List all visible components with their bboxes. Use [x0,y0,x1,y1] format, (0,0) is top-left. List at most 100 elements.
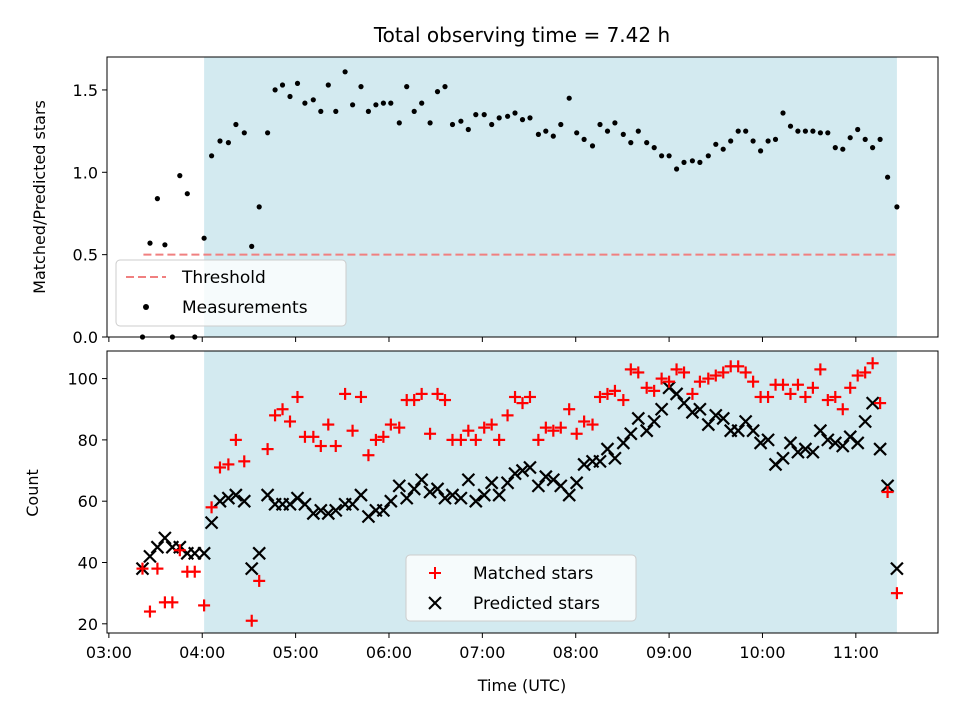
predicted-point-40 [445,488,460,502]
measurement-point-89 [825,130,831,136]
predicted-point-12 [229,488,243,502]
top-panel-frame [106,56,939,338]
matched-point-36 [415,387,428,400]
predicted-point-78 [738,414,753,429]
predicted-point-65 [639,423,654,438]
measurement-point-75 [720,146,726,152]
x-tick-label-7: 10:00 [739,643,785,662]
matched-point-52 [539,421,552,434]
predicted-point-57 [577,457,591,472]
predicted-point-81 [761,433,775,447]
predicted-point-97 [880,479,895,493]
predicted-point-42 [461,472,476,487]
x-tick-label-3: 06:00 [366,643,412,662]
bottom-y-axis-label: Count [23,469,42,517]
predicted-point-31 [376,503,391,518]
predicted-point-77 [731,423,745,438]
matched-point-7 [188,565,201,578]
x-tick-label-4: 07:00 [459,643,505,662]
x-tick-label-8: 11:00 [833,643,879,662]
matched-point-37 [424,427,437,440]
measurement-point-45 [489,121,495,128]
measurement-point-24 [325,82,331,88]
predicted-point-98 [890,561,904,576]
predicted-point-39 [438,491,452,505]
top-marks [139,69,900,340]
predicted-point-85 [791,445,805,459]
predicted-point-71 [685,405,700,420]
measurement-point-88 [817,130,824,136]
top-y-ticks: 0.0 0.5 1.0 1.5 [73,81,107,347]
matched-point-17 [269,409,282,422]
measurement-point-95 [870,145,876,151]
matched-point-23 [314,440,327,453]
measurement-point-18 [279,82,286,88]
measurement-point-9 [209,153,215,159]
predicted-point-74 [708,408,723,423]
matched-point-51 [532,433,545,446]
measurement-point-83 [780,110,786,116]
measurements-legend-marker-icon [143,304,149,310]
predicted-point-23 [314,503,328,518]
matched-point-55 [563,403,576,416]
predicted-point-36 [414,472,429,487]
matched-point-74 [709,369,722,382]
measurement-point-41 [458,118,464,124]
threshold-legend-label: Threshold [181,268,266,288]
measurement-point-52 [543,128,549,134]
predicted-legend-cross-icon [428,596,442,610]
matched-point-64 [632,366,645,379]
measurement-point-92 [847,135,853,141]
measurement-point-44 [481,112,487,118]
matched-point-54 [554,421,567,434]
predicted-point-49 [515,463,530,478]
predicted-point-91 [835,439,850,453]
predicted-point-56 [569,476,584,490]
matched-point-39 [439,394,452,407]
measurement-point-80 [758,148,764,154]
measurement-point-57 [581,136,587,142]
measurement-point-40 [449,121,456,128]
predicted-point-35 [407,482,421,496]
matched-point-75 [717,366,730,379]
predicted-point-48 [508,466,522,481]
measurement-point-17 [272,87,278,93]
matched-point-79 [747,375,760,388]
matched-point-0 [136,562,149,575]
measurement-point-3 [162,242,168,248]
measurement-point-1 [147,240,153,246]
predicted-point-32 [384,494,398,508]
top-legend-box [115,259,347,327]
matched-point-98 [890,587,903,600]
measurement-point-2 [154,196,160,202]
measurement-point-67 [659,153,665,159]
matched-point-20 [291,390,304,403]
measurement-point-70 [681,159,687,165]
matched-point-73 [702,372,715,385]
matched-point-2 [151,562,164,575]
predicted-point-62 [616,436,631,450]
predicted-point-43 [469,494,483,508]
measurement-point-43 [473,112,479,118]
matched-point-72 [693,375,706,388]
matched-point-89 [821,394,834,407]
measurement-point-82 [772,136,779,142]
matched-point-25 [329,440,342,453]
predicted-point-33 [392,479,407,493]
matched-point-18 [276,403,289,416]
measurement-point-37 [427,120,433,126]
predicted-point-69 [669,387,684,401]
matched-point-13 [238,455,251,468]
matched-point-32 [384,418,397,431]
matched-point-67 [655,372,668,385]
predicted-point-64 [631,411,646,426]
predicted-point-50 [523,460,537,475]
predicted-point-15 [252,546,266,561]
measurement-point-53 [550,133,556,139]
measurement-point-23 [318,108,324,114]
predicted-point-8 [197,546,211,561]
matched-point-26 [339,387,352,400]
matched-point-19 [284,415,297,428]
matched-point-96 [874,397,887,410]
predicted-point-61 [608,451,622,466]
